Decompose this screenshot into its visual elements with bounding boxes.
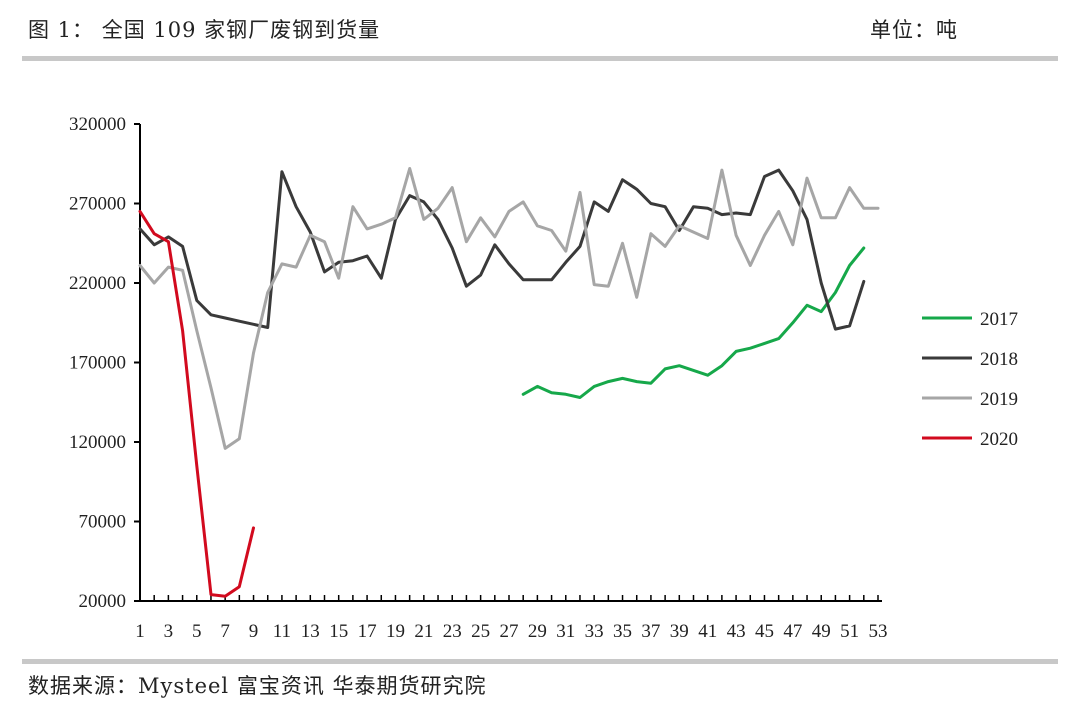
x-tick-label: 47 [783, 621, 802, 642]
x-tick-label: 39 [670, 621, 689, 642]
x-tick-label: 3 [164, 621, 174, 642]
x-tick-label: 5 [192, 621, 202, 642]
x-tick-label: 45 [755, 621, 774, 642]
x-tick-label: 51 [840, 621, 859, 642]
y-tick-label: 270000 [69, 194, 126, 215]
x-tick-label: 35 [613, 621, 632, 642]
x-tick-label: 9 [249, 621, 259, 642]
x-tick-label: 29 [528, 621, 547, 642]
chart-axes: 20000 70000 120000 170000 220000 270000 320000… [69, 114, 888, 642]
chart-legend: 2017 2018 2019 2020 [922, 309, 1018, 450]
legend-label-2017: 2017 [980, 309, 1018, 330]
x-tick-label: 31 [556, 621, 575, 642]
chart-series [138, 167, 880, 598]
y-tick-label: 70000 [79, 512, 127, 533]
x-tick-label: 1 [135, 621, 145, 642]
series-line-2019 [138, 167, 880, 450]
data-source: 数据来源：Mysteel 富宝资讯 华泰期货研究院 [28, 674, 487, 698]
x-tick-label: 17 [358, 621, 377, 642]
x-tick-label: 49 [812, 621, 831, 642]
x-tick-label: 23 [443, 621, 462, 642]
y-tick-label: 170000 [69, 353, 126, 374]
y-tick-label: 120000 [69, 432, 126, 453]
series-line-2020 [138, 209, 255, 598]
legend-label-2018: 2018 [980, 349, 1018, 370]
x-tick-label: 37 [641, 621, 660, 642]
series-line-2018 [138, 168, 866, 331]
x-tick-label: 21 [414, 621, 433, 642]
top-divider [22, 56, 1058, 61]
legend-label-2020: 2020 [980, 429, 1018, 450]
x-tick-label: 53 [869, 621, 888, 642]
x-tick-label: 19 [386, 621, 405, 642]
unit-label: 单位：吨 [870, 18, 958, 42]
bottom-divider [22, 659, 1058, 664]
x-tick-label: 25 [471, 621, 490, 642]
x-tick-label: 15 [329, 621, 348, 642]
series-line-2017 [521, 246, 866, 399]
y-tick-label: 320000 [69, 114, 126, 135]
legend-label-2019: 2019 [980, 389, 1018, 410]
x-tick-label: 27 [500, 621, 519, 642]
x-tick-label: 11 [273, 621, 291, 642]
y-tick-label: 220000 [69, 273, 126, 294]
x-tick-label: 13 [301, 621, 320, 642]
x-tick-label: 41 [698, 621, 717, 642]
chart-title: 图 1： 全国 109 家钢厂废钢到货量 [28, 18, 381, 42]
x-tick-label: 7 [220, 621, 230, 642]
y-tick-label: 20000 [79, 591, 127, 612]
x-tick-label: 43 [727, 621, 746, 642]
x-tick-label: 33 [585, 621, 604, 642]
